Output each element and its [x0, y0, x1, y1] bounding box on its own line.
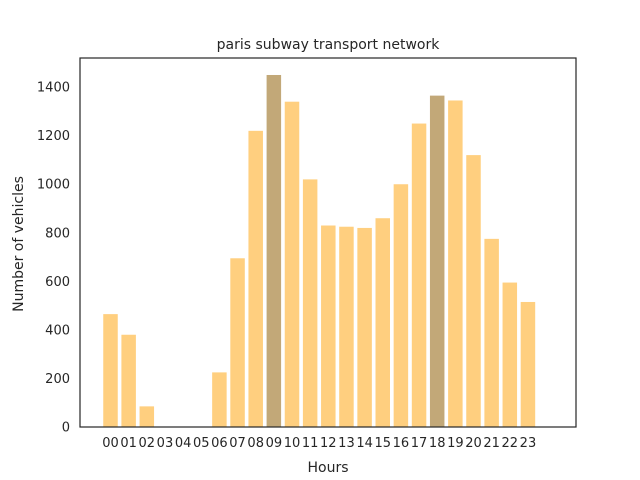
plot-frame: [79, 57, 577, 428]
bar-14: [357, 227, 372, 427]
chart-title: paris subway transport network: [217, 37, 441, 53]
x-tick-label-12: 12: [320, 436, 337, 451]
x-tick-label-03: 03: [157, 436, 174, 451]
y-axis-ticks: 0 200 400 600 800 1000 1200 1400: [37, 81, 70, 436]
bar-19: [448, 100, 463, 427]
bar-06: [212, 372, 227, 427]
x-tick-label-01: 01: [120, 436, 137, 451]
bar-01: [121, 334, 136, 427]
x-tick-label-02: 02: [139, 436, 156, 451]
x-tick-label-15: 15: [374, 436, 391, 451]
x-tick-label-19: 19: [447, 436, 464, 451]
y-tick-label-200: 200: [45, 372, 70, 387]
x-tick-label-05: 05: [193, 436, 210, 451]
bar-21: [484, 238, 499, 427]
x-tick-label-10: 10: [284, 436, 301, 451]
x-tick-label-20: 20: [465, 436, 482, 451]
bar-00: [103, 314, 118, 427]
bar-08: [248, 130, 263, 427]
y-tick-label-1000: 1000: [37, 178, 70, 193]
x-tick-label-08: 08: [247, 436, 264, 451]
x-tick-label-13: 13: [338, 436, 355, 451]
bars: [103, 74, 536, 428]
x-tick-label-09: 09: [266, 436, 283, 451]
x-tick-label-04: 04: [175, 436, 192, 451]
y-tick-label-600: 600: [45, 275, 70, 290]
bar-22: [502, 282, 518, 427]
x-tick-label-16: 16: [393, 436, 410, 451]
x-tick-label-00: 00: [102, 436, 119, 451]
bar-10: [284, 101, 300, 427]
x-tick-label-23: 23: [520, 436, 537, 451]
bar-23: [520, 301, 536, 427]
bar-13: [339, 226, 354, 427]
x-tick-label-17: 17: [411, 436, 428, 451]
bar-18: [429, 95, 445, 427]
y-tick-label-1400: 1400: [37, 81, 70, 96]
bar-12: [321, 225, 336, 427]
bar-15: [375, 218, 390, 427]
bar-20: [466, 155, 481, 428]
bar-02: [139, 406, 155, 427]
x-tick-label-22: 22: [502, 436, 519, 451]
y-tick-label-1200: 1200: [37, 129, 70, 144]
y-axis-label: Number of vehicles: [11, 176, 27, 312]
y-tick-label-400: 400: [45, 323, 70, 338]
x-tick-label-11: 11: [302, 436, 319, 451]
y-tick-label-800: 800: [45, 226, 70, 241]
bar-17: [411, 123, 427, 428]
x-axis-label: Hours: [307, 460, 348, 476]
x-tick-label-14: 14: [356, 436, 373, 451]
x-tick-label-07: 07: [229, 436, 246, 451]
bar-11: [302, 179, 318, 427]
y-tick-label-0: 0: [62, 421, 70, 436]
bar-07: [230, 258, 245, 427]
x-tick-label-06: 06: [211, 436, 228, 451]
x-tick-label-18: 18: [429, 436, 446, 451]
x-tick-label-21: 21: [483, 436, 500, 451]
bar-09: [266, 74, 282, 428]
bar-16: [393, 184, 409, 427]
x-axis-ticks: 00 01 02 03 04 05 06 07 08 09 10 11 12 13 14 15 16 17 18 19…: [102, 436, 536, 451]
